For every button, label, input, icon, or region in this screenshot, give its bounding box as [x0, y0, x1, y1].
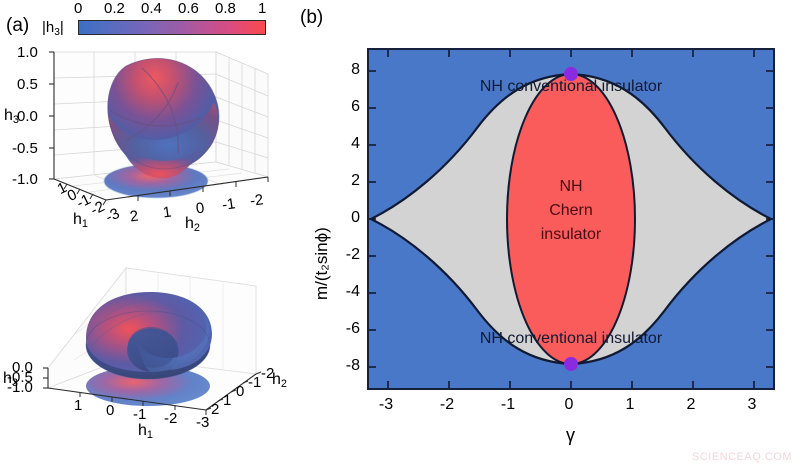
top-y-axis-label: h2	[185, 216, 200, 234]
colorbar-tick-3: 0.6	[178, 0, 199, 17]
bot-y-tick-3: 1	[223, 392, 232, 409]
b-xtick-m2: -2	[439, 396, 455, 413]
b-y-axis-label: m/(t₂sinϕ)	[312, 227, 331, 300]
bot-y-axis-label-main: h	[272, 371, 281, 388]
bot-x-axis-label-sub: 1	[146, 429, 153, 442]
top-y-axis-label-main: h	[185, 215, 194, 232]
b-xtick-m1: -1	[500, 396, 516, 413]
b-ytick-2: 2	[351, 172, 360, 189]
bot-z-tick-0: 0.0	[12, 359, 33, 376]
top-x-axis-label-main: h	[73, 211, 82, 228]
bot-y-tick-2: 0	[236, 383, 245, 400]
top-y-tick-4: -2	[248, 191, 265, 210]
b-ytick-m8: -8	[345, 357, 360, 374]
region-label-chern-line2: Chern	[549, 202, 593, 219]
top-x-axis-label: h1	[73, 212, 88, 230]
bot-z-tick-1: -0.5	[7, 369, 33, 386]
b-ytick-6: 6	[351, 98, 360, 115]
panel-a-tag: (a)	[6, 15, 30, 36]
b-xtick-m3: -3	[378, 396, 394, 413]
top-z-tick-1: 0.5	[17, 76, 38, 93]
bot-z-axis-label: h3	[3, 371, 18, 389]
bot-x-tick-2: -1	[133, 406, 147, 423]
b-ytick-m6: -6	[345, 320, 360, 337]
exceptional-point-top	[564, 67, 578, 81]
top-x-axis-label-sub: 1	[81, 218, 88, 231]
bot-z-tick-2: -1.0	[7, 379, 33, 396]
b-ytick-0: 0	[351, 209, 360, 226]
colorbar-tick-5: 1	[258, 0, 267, 17]
region-label-upper-conventional: NH conventional insulator	[479, 78, 663, 95]
colorbar-title-sub: 3	[54, 26, 60, 38]
b-ytick-8: 8	[351, 61, 360, 78]
top-z-tick-2: 0.0	[17, 108, 38, 125]
colorbar-tick-4: 0.8	[215, 0, 236, 17]
top-y-axis-label-sub: 2	[193, 222, 200, 235]
b-xtick-0: 0	[564, 396, 574, 413]
phase-diagram: NH conventional insulator NH conventiona…	[367, 48, 775, 390]
top-z-axis-label: h3	[4, 108, 19, 126]
region-label-lower-conventional: NH conventional insulator	[479, 330, 663, 347]
bot-y-axis-label-sub: 2	[280, 378, 287, 391]
region-label-chern-line1: NH	[559, 178, 583, 195]
top-z-axis-label-main: h	[4, 107, 13, 124]
bot-z-axis-label-main: h	[3, 370, 12, 387]
b-xtick-3: 3	[747, 396, 757, 413]
bot-y-tick-0: -2	[261, 365, 275, 382]
colorbar-gradient	[78, 20, 266, 35]
bot-y-axis-label: h2	[272, 372, 287, 390]
colorbar-tick-0: 0	[74, 0, 83, 17]
colorbar-title-main: |h	[42, 19, 55, 36]
bot-x-axis-label: h1	[138, 423, 153, 441]
b-ytick-m2: -2	[345, 246, 360, 263]
colorbar-tick-1: 0.2	[104, 0, 125, 17]
panel-b-tag: (b)	[300, 7, 324, 28]
bot-x-tick-3: -2	[164, 410, 178, 427]
top-y-tick-3: -1	[220, 195, 237, 214]
b-xtick-1: 1	[625, 396, 635, 413]
bot-x-tick-0: 1	[74, 397, 83, 414]
bot-z-axis-label-sub: 3	[11, 377, 18, 390]
surface-plot-top	[30, 44, 280, 234]
bot-x-tick-1: 0	[106, 402, 115, 419]
b-xtick-2: 2	[686, 396, 696, 413]
top-z-tick-0: 1.0	[17, 44, 38, 61]
colorbar-title-end: |	[59, 19, 64, 36]
top-z-axis-label-sub: 3	[12, 114, 19, 127]
watermark: SCIENCEAQ.COM	[691, 451, 792, 463]
b-ytick-m4: -4	[345, 283, 360, 300]
b-x-axis-label: γ	[566, 425, 575, 445]
b-ytick-4: 4	[351, 135, 360, 152]
colorbar-title: |h3|	[42, 20, 64, 38]
colorbar-tick-2: 0.4	[141, 0, 162, 17]
bot-y-tick-1: -1	[248, 374, 262, 391]
bot-y-tick-4: 2	[211, 401, 220, 418]
bot-x-tick-4: -3	[196, 414, 210, 431]
bot-x-axis-label-main: h	[138, 422, 147, 439]
exceptional-point-bottom	[564, 357, 578, 371]
region-label-chern-line3: insulator	[540, 226, 602, 243]
top-z-tick-4: -1.0	[12, 171, 38, 188]
surface-plot-bottom	[30, 250, 280, 430]
top-z-tick-3: -0.5	[12, 140, 38, 157]
